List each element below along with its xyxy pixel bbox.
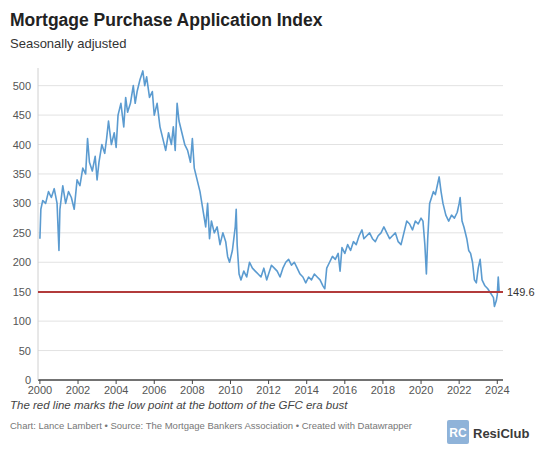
x-tick-label: 2012 xyxy=(256,384,280,396)
plot-area xyxy=(38,71,503,306)
x-tick-label: 2020 xyxy=(409,384,433,396)
grid-line xyxy=(38,350,503,351)
y-tick-label: 150 xyxy=(13,286,31,298)
y-tick-label: 450 xyxy=(13,109,31,121)
grid-line xyxy=(38,321,503,322)
logo-box xyxy=(447,420,469,444)
x-tick-label: 2014 xyxy=(294,384,318,396)
grid-line xyxy=(38,232,503,233)
x-tick-label: 2010 xyxy=(218,384,242,396)
x-tick-label: 2006 xyxy=(142,384,166,396)
grid-line xyxy=(38,144,503,145)
x-tick-label: 2002 xyxy=(66,384,90,396)
chart-root: Mortgage Purchase Application Index Seaso… xyxy=(0,0,545,457)
grid-line xyxy=(38,85,503,86)
grid-line xyxy=(38,380,503,381)
grid-line xyxy=(38,115,503,116)
x-tick-label: 2008 xyxy=(180,384,204,396)
reference-label: 149.6 xyxy=(507,286,535,298)
y-tick-label: 250 xyxy=(13,227,31,239)
grid-line xyxy=(38,203,503,204)
y-tick-label: 300 xyxy=(13,197,31,209)
y-tick-label: 350 xyxy=(13,168,31,180)
grid-line xyxy=(38,173,503,174)
reference-line xyxy=(38,291,503,293)
series-line xyxy=(40,71,501,306)
x-tick-label: 2018 xyxy=(371,384,395,396)
y-axis-line xyxy=(38,68,39,380)
subtitle: Seasonally adjusted xyxy=(10,36,126,51)
x-tick-label: 2000 xyxy=(28,384,52,396)
title: Mortgage Purchase Application Index xyxy=(10,10,323,30)
logo-text: ResiClub xyxy=(473,426,529,441)
source: Chart: Lance Lambert • Source: The Mortg… xyxy=(10,420,412,431)
y-tick-label: 200 xyxy=(13,256,31,268)
grid-line xyxy=(38,262,503,263)
chart: Mortgage Purchase Application Index Seaso… xyxy=(0,0,545,457)
grid-line xyxy=(38,291,503,292)
x-tick-label: 2016 xyxy=(333,384,357,396)
x-axis-line xyxy=(38,380,503,381)
note: The red line marks the low point at the … xyxy=(10,399,348,411)
x-tick-label: 2004 xyxy=(104,384,128,396)
y-tick-label: 50 xyxy=(19,345,31,357)
y-tick-label: 500 xyxy=(13,80,31,92)
y-tick-label: 100 xyxy=(13,315,31,327)
x-tick-label: 2022 xyxy=(447,384,471,396)
x-tick-label: 2024 xyxy=(485,384,509,396)
logo-mark: RC xyxy=(449,426,467,440)
y-tick-label: 400 xyxy=(13,139,31,151)
